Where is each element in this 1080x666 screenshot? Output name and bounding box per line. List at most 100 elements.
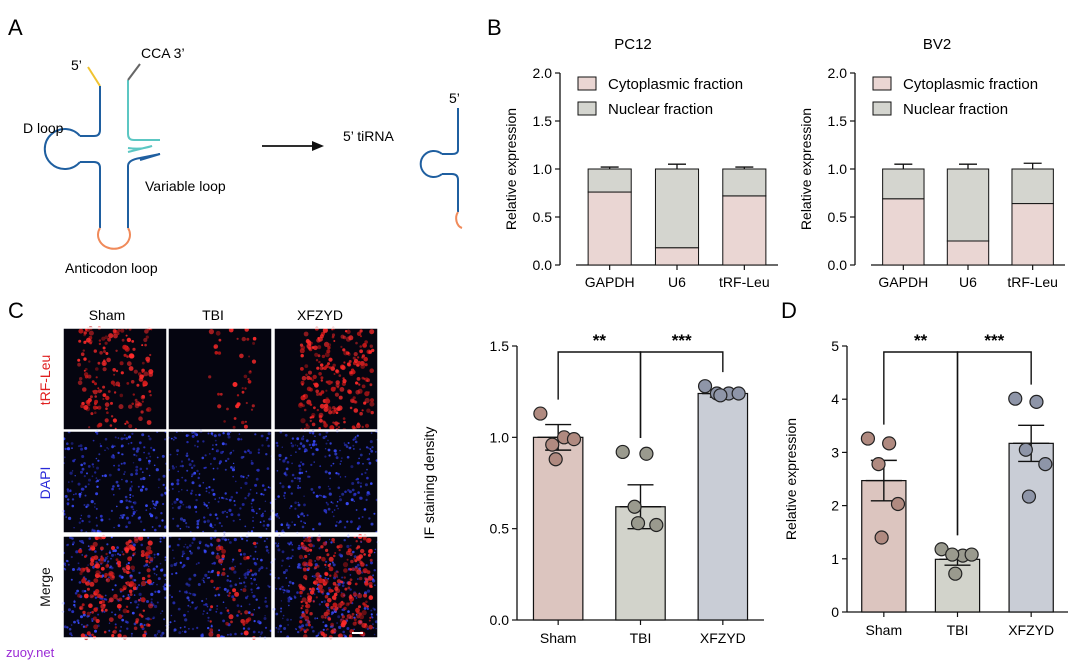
nucleus-dot (264, 500, 267, 502)
trf-signal-dot (342, 348, 346, 352)
trf-signal-dot (141, 400, 144, 403)
trf-signal-dot (89, 581, 95, 587)
trf-signal-dot (327, 343, 332, 347)
nucleus-dot (243, 581, 246, 584)
nucleus-dot (312, 528, 315, 531)
nucleus-dot (193, 471, 197, 475)
nucleus-dot (331, 561, 334, 564)
nucleus-dot (221, 511, 225, 514)
nucleus-dot (295, 451, 297, 453)
trf-signal-dot (146, 545, 152, 551)
nucleus-dot (285, 568, 288, 572)
nucleus-dot (215, 443, 218, 446)
nucleus-dot (154, 528, 157, 532)
nucleus-dot (303, 495, 305, 498)
nucleus-dot (240, 475, 243, 478)
nucleus-dot (291, 548, 294, 552)
nucleus-dot (186, 590, 188, 592)
nucleus-dot (206, 605, 209, 608)
nucleus-dot (297, 630, 300, 634)
trf-signal-dot (138, 535, 144, 541)
nucleus-dot (275, 498, 277, 500)
trf-signal-dot (331, 333, 336, 337)
nucleus-dot (186, 440, 189, 444)
nucleus-dot (260, 566, 264, 570)
trf-signal-dot (88, 339, 93, 344)
nucleus-dot (294, 507, 297, 510)
nucleus-dot (184, 479, 187, 482)
nucleus-dot (293, 523, 296, 526)
nucleus-dot (337, 472, 340, 475)
trf-signal-dot (225, 621, 229, 626)
nucleus-dot (322, 628, 325, 631)
nucleus-dot (375, 627, 377, 630)
trf-signal-dot (332, 406, 336, 410)
trf-signal-dot (314, 382, 319, 388)
cca-end (127, 63, 141, 81)
trf-signal-dot (312, 374, 317, 380)
nucleus-dot (84, 485, 88, 488)
nucleus-dot (277, 495, 280, 498)
nucleus-dot (71, 498, 75, 501)
trf-signal-dot (328, 556, 334, 562)
five-prime-end (87, 66, 101, 87)
acceptor-stem (127, 80, 160, 141)
nucleus-dot (94, 471, 97, 474)
nucleus-dot (90, 500, 94, 504)
nucleus-dot (288, 543, 291, 546)
micrograph-tile (167, 534, 274, 640)
trf-signal-dot (125, 605, 129, 608)
nucleus-dot (231, 468, 235, 472)
nucleus-dot (290, 442, 293, 445)
trf-signal-dot (369, 401, 375, 407)
trf-signal-dot (85, 582, 88, 585)
nucleus-dot (344, 475, 347, 478)
nucleus-dot (150, 601, 153, 604)
nucleus-dot (233, 503, 237, 507)
trf-signal-dot (358, 576, 363, 581)
nucleus-dot (81, 554, 83, 556)
nucleus-dot (291, 473, 295, 477)
nucleus-dot (370, 615, 373, 618)
nucleus-dot (207, 570, 210, 574)
nucleus-dot (208, 453, 211, 455)
nucleus-dot (114, 554, 117, 556)
trf-signal-dot (105, 352, 109, 355)
trf-signal-dot (298, 554, 303, 560)
nucleus-dot (96, 529, 100, 533)
nucleus-dot (103, 559, 107, 562)
trf-signal-dot (246, 556, 250, 560)
trf-signal-dot (110, 573, 113, 576)
nucleus-dot (88, 537, 91, 540)
nucleus-dot (217, 500, 220, 503)
nucleus-dot (200, 634, 204, 638)
trf-signal-dot (105, 564, 110, 568)
nucleus-dot (358, 517, 361, 520)
nucleus-dot (131, 635, 133, 637)
data-point (615, 444, 630, 460)
nucleus-dot (256, 587, 258, 590)
nucleus-dot (374, 620, 378, 624)
micrograph-tile (273, 326, 379, 432)
nucleus-dot (231, 595, 235, 599)
nucleus-dot (352, 444, 355, 447)
nucleus-dot (196, 445, 199, 448)
trf-signal-dot (340, 592, 346, 598)
trf-signal-dot (243, 424, 248, 429)
nucleus-dot (339, 495, 341, 498)
trf-signal-dot (145, 356, 151, 362)
y-tick-label: 2 (831, 498, 839, 514)
trf-signal-dot (87, 374, 92, 379)
nucleus-dot (250, 577, 252, 580)
trf-signal-dot (103, 350, 106, 353)
nucleus-dot (92, 466, 95, 468)
nucleus-dot (318, 485, 321, 489)
trf-signal-dot (369, 329, 375, 335)
nucleus-dot (250, 461, 254, 465)
nucleus-dot (299, 486, 302, 489)
nucleus-dot (331, 511, 334, 513)
nucleus-dot (312, 440, 316, 443)
trf-signal-dot (359, 345, 363, 348)
nucleus-dot (95, 507, 98, 510)
nucleus-dot (237, 437, 241, 441)
